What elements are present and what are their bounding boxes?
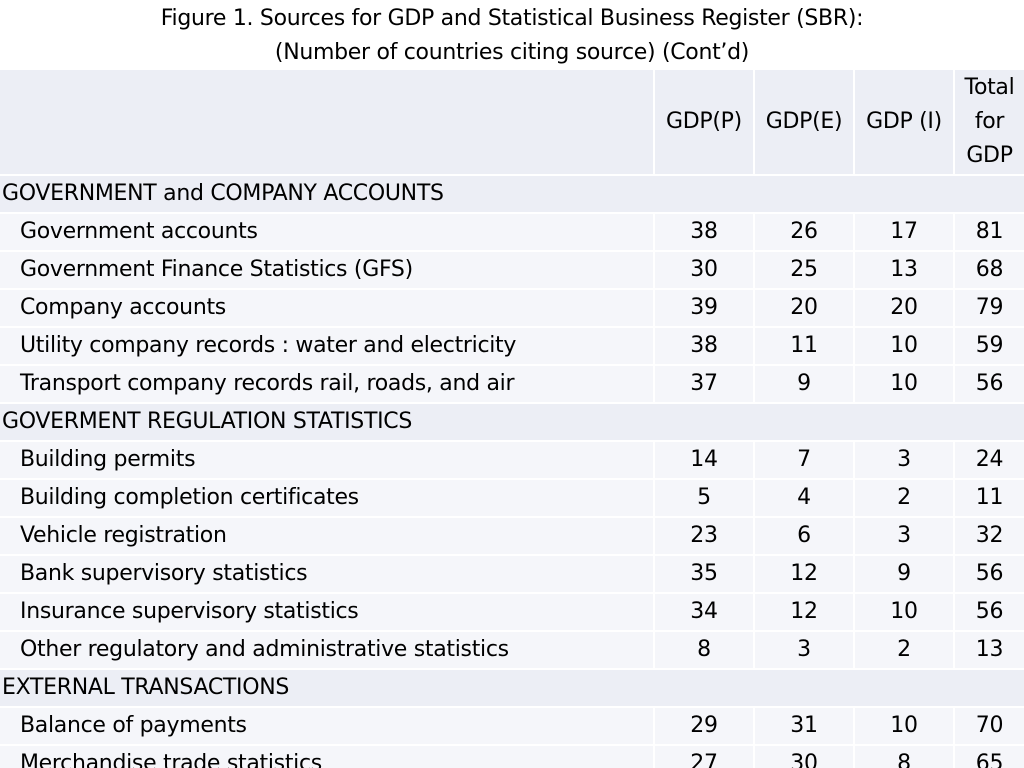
row-label: Merchandise trade statistics (0, 745, 655, 768)
total-cell: 65 (954, 745, 1024, 768)
gdp-e-cell: 12 (754, 555, 855, 594)
table-row: Building permits 14 7 3 24 (0, 441, 1024, 480)
total-cell: 32 (954, 517, 1024, 556)
gdp-e-cell: 9 (754, 365, 855, 404)
row-label: Building permits (0, 441, 655, 480)
gdp-p-cell: 5 (654, 479, 755, 518)
row-label: Government Finance Statistics (GFS) (0, 251, 655, 290)
gdp-i-cell: 10 (854, 593, 955, 632)
gdp-e-cell: 11 (754, 327, 855, 366)
header-gdp-i: GDP (I) (854, 70, 955, 176)
gdp-p-cell: 27 (654, 745, 755, 768)
gdp-p-cell: 38 (654, 327, 755, 366)
section-header-row: EXTERNAL TRANSACTIONS (0, 669, 1024, 708)
gdp-e-cell: 31 (754, 707, 855, 746)
table-row: Building completion certificates 5 4 2 11 (0, 479, 1024, 518)
row-label: Building completion certificates (0, 479, 655, 518)
gdp-p-cell: 35 (654, 555, 755, 594)
header-label-cell (0, 70, 655, 176)
total-cell: 68 (954, 251, 1024, 290)
row-label: Insurance supervisory statistics (0, 593, 655, 632)
header-total-for-gdp: Total for GDP (954, 70, 1024, 176)
gdp-p-cell: 8 (654, 631, 755, 670)
table-row: Insurance supervisory statistics 34 12 10 56 (0, 593, 1024, 632)
gdp-e-cell: 7 (754, 441, 855, 480)
section-heading: GOVERMENT REGULATION STATISTICS (0, 403, 1024, 442)
figure-title-line-2: (Number of countries citing source) (Con… (274, 40, 750, 65)
gdp-i-cell: 2 (854, 479, 955, 518)
row-label: Utility company records : water and elec… (0, 327, 655, 366)
header-gdp-p: GDP(P) (654, 70, 755, 176)
gdp-p-cell: 34 (654, 593, 755, 632)
row-label: Transport company records rail, roads, a… (0, 365, 655, 404)
section-heading: EXTERNAL TRANSACTIONS (0, 669, 1024, 708)
gdp-i-cell: 10 (854, 327, 955, 366)
gdp-i-cell: 10 (854, 707, 955, 746)
row-label: Vehicle registration (0, 517, 655, 556)
gdp-p-cell: 37 (654, 365, 755, 404)
section-heading: GOVERNMENT and COMPANY ACCOUNTS (0, 175, 1024, 214)
total-cell: 79 (954, 289, 1024, 328)
total-cell: 81 (954, 213, 1024, 252)
row-label: Government accounts (0, 213, 655, 252)
table-row: Company accounts 39 20 20 79 (0, 289, 1024, 328)
row-label: Company accounts (0, 289, 655, 328)
data-table-container: GDP(P) GDP(E) GDP (I) Total for GDP GOVE… (0, 70, 1024, 768)
gdp-e-cell: 4 (754, 479, 855, 518)
gdp-e-cell: 20 (754, 289, 855, 328)
total-cell: 59 (954, 327, 1024, 366)
gdp-p-cell: 38 (654, 213, 755, 252)
gdp-i-cell: 20 (854, 289, 955, 328)
figure-title: Figure 1. Sources for GDP and Statistica… (0, 2, 1024, 70)
gdp-e-cell: 6 (754, 517, 855, 556)
total-cell: 13 (954, 631, 1024, 670)
total-cell: 70 (954, 707, 1024, 746)
table-row: Utility company records : water and elec… (0, 327, 1024, 366)
gdp-e-cell: 3 (754, 631, 855, 670)
table-row: Transport company records rail, roads, a… (0, 365, 1024, 404)
gdp-p-cell: 39 (654, 289, 755, 328)
total-cell: 24 (954, 441, 1024, 480)
gdp-i-cell: 2 (854, 631, 955, 670)
section-header-row: GOVERNMENT and COMPANY ACCOUNTS (0, 175, 1024, 214)
table-body: GOVERNMENT and COMPANY ACCOUNTS Governmen… (0, 175, 1024, 768)
table-row: Other regulatory and administrative stat… (0, 631, 1024, 670)
gdp-e-cell: 12 (754, 593, 855, 632)
figure-title-line-1: Figure 1. Sources for GDP and Statistica… (160, 6, 864, 31)
table-row: Government accounts 38 26 17 81 (0, 213, 1024, 252)
gdp-e-cell: 25 (754, 251, 855, 290)
total-cell: 56 (954, 555, 1024, 594)
gdp-p-cell: 29 (654, 707, 755, 746)
gdp-e-cell: 30 (754, 745, 855, 768)
header-row: GDP(P) GDP(E) GDP (I) Total for GDP (0, 70, 1024, 176)
row-label: Bank supervisory statistics (0, 555, 655, 594)
gdp-i-cell: 8 (854, 745, 955, 768)
gdp-p-cell: 30 (654, 251, 755, 290)
total-cell: 11 (954, 479, 1024, 518)
row-label: Balance of payments (0, 707, 655, 746)
gdp-i-cell: 9 (854, 555, 955, 594)
table-row: Government Finance Statistics (GFS) 30 25 1… (0, 251, 1024, 290)
header-gdp-e: GDP(E) (754, 70, 855, 176)
gdp-e-cell: 26 (754, 213, 855, 252)
gdp-p-cell: 23 (654, 517, 755, 556)
data-table: GDP(P) GDP(E) GDP (I) Total for GDP GOVE… (0, 70, 1024, 768)
table-row: Merchandise trade statistics 27 30 8 65 (0, 745, 1024, 768)
total-cell: 56 (954, 593, 1024, 632)
table-row: Bank supervisory statistics 35 12 9 56 (0, 555, 1024, 594)
total-cell: 56 (954, 365, 1024, 404)
gdp-i-cell: 17 (854, 213, 955, 252)
gdp-p-cell: 14 (654, 441, 755, 480)
gdp-i-cell: 3 (854, 517, 955, 556)
row-label: Other regulatory and administrative stat… (0, 631, 655, 670)
gdp-i-cell: 10 (854, 365, 955, 404)
section-header-row: GOVERMENT REGULATION STATISTICS (0, 403, 1024, 442)
table-row: Balance of payments 29 31 10 70 (0, 707, 1024, 746)
table-row: Vehicle registration 23 6 3 32 (0, 517, 1024, 556)
gdp-i-cell: 13 (854, 251, 955, 290)
gdp-i-cell: 3 (854, 441, 955, 480)
